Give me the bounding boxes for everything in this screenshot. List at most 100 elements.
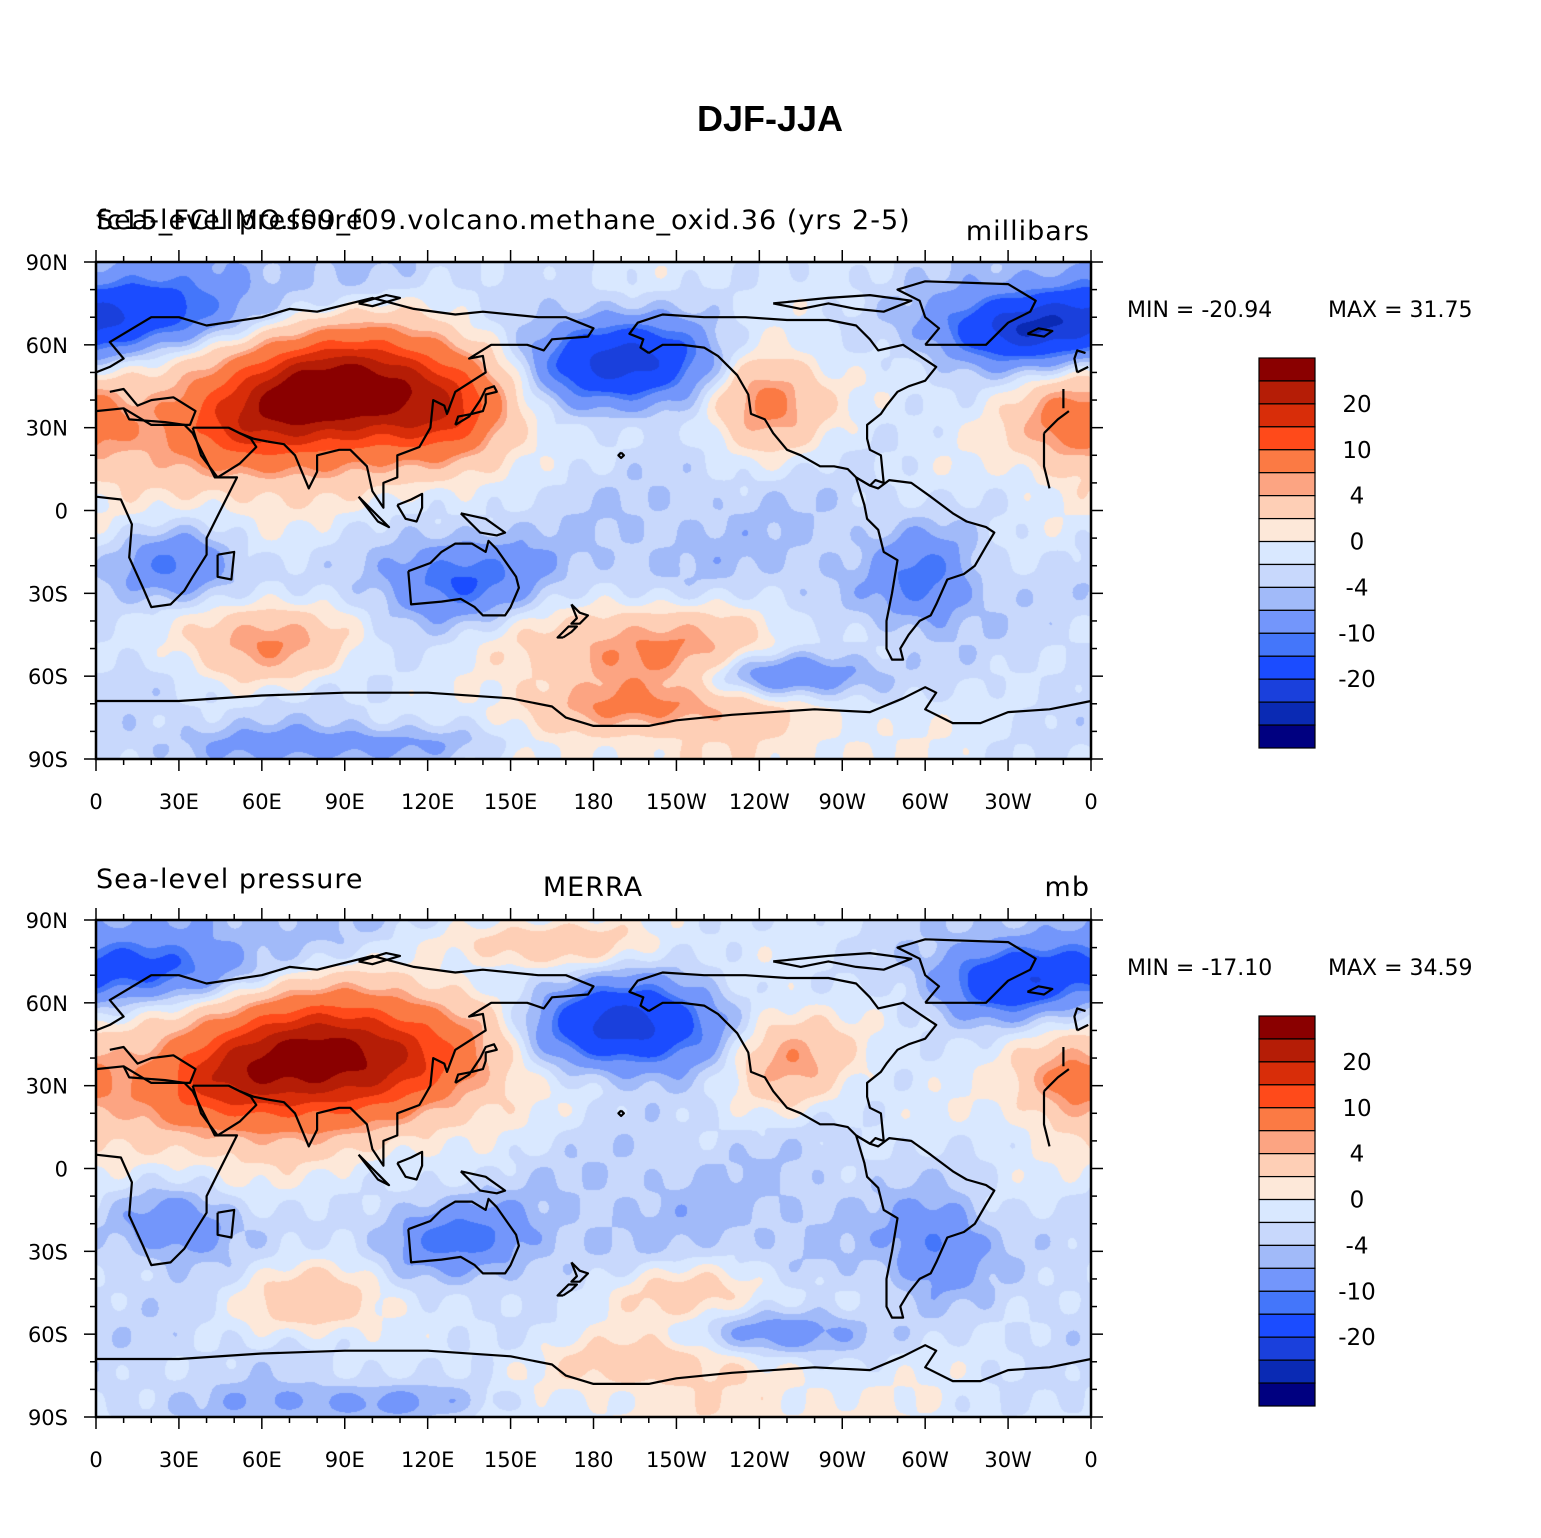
y-tick-label: 0 — [55, 1158, 68, 1182]
colorbar-box — [1258, 1244, 1316, 1269]
colorbar-label: -10 — [1338, 621, 1376, 647]
colorbar-box — [1258, 586, 1316, 611]
coastline-segment — [855, 476, 996, 661]
panel-model-title: fc15_FCLIMO.f09_f09.volcano.methane_oxid… — [96, 205, 911, 236]
panel-model-coastlines — [95, 280, 1092, 727]
panel-merra-map — [97, 921, 1090, 1416]
x-tick-label: 120E — [401, 790, 454, 814]
coastline-segment — [1073, 349, 1089, 374]
y-tick-label: 90S — [28, 1406, 68, 1430]
colorbar-box — [1258, 1175, 1316, 1201]
colorbar-box — [1258, 1107, 1316, 1132]
panel-merra-min-label: MIN = -17.10 — [1127, 956, 1272, 981]
coastline-segment — [358, 952, 402, 966]
colorbar-label: -4 — [1346, 575, 1369, 601]
coastline-segment — [407, 1197, 520, 1275]
coastline-segment — [855, 1134, 996, 1319]
colorbar-box — [1258, 517, 1316, 543]
coastline-segment — [772, 952, 913, 971]
colorbar-box — [1258, 678, 1316, 703]
x-tick-label: 60E — [242, 790, 282, 814]
colorbar-box — [1258, 1336, 1316, 1361]
colorbar-box — [1258, 563, 1316, 589]
panel-merra-x-ticks: 0 30E 60E 90E 120E 150E 180 150W 120W 90W 60W 30W 0 — [89, 908, 1098, 1472]
coastline-segment — [570, 1261, 590, 1283]
panel-merra-colorbar: 20 10 4 0 -4 -10 -20 — [1258, 1015, 1376, 1407]
coastline-segment — [216, 550, 236, 581]
panel-merra-units: mb — [1045, 872, 1090, 903]
x-tick-label: 90E — [325, 790, 365, 814]
panel-model-map — [97, 263, 1090, 758]
y-tick-label: 60S — [28, 665, 68, 689]
y-tick-label: 60S — [28, 1323, 68, 1347]
coastline-segment — [556, 1283, 578, 1297]
x-tick-label: 90W — [819, 790, 867, 814]
x-tick-label: 180 — [573, 1448, 613, 1472]
x-tick-label: 180 — [573, 790, 613, 814]
coastline-segment — [570, 603, 590, 625]
colorbar-label: -20 — [1338, 667, 1376, 693]
coastline-segment — [1073, 1007, 1089, 1032]
colorbar-box — [1258, 701, 1316, 726]
y-tick-label: 30S — [28, 582, 68, 606]
coastline-segment — [396, 1150, 424, 1181]
coastline-segment — [896, 280, 1037, 346]
colorbar-box — [1258, 1084, 1316, 1109]
coastline-segment — [95, 1065, 1070, 1267]
colorbar-box — [1258, 495, 1316, 520]
coastline-segment — [454, 1043, 498, 1084]
x-tick-label: 120E — [401, 1448, 454, 1472]
x-tick-label: 60E — [242, 1448, 282, 1472]
x-tick-label: 30E — [159, 790, 199, 814]
panel-model-max-label: MAX = 31.75 — [1328, 298, 1473, 323]
colorbar-label: -4 — [1346, 1233, 1369, 1259]
panel-merra-coastlines — [95, 938, 1092, 1385]
colorbar-label: 4 — [1350, 484, 1365, 510]
coastline-segment — [216, 1208, 236, 1239]
coastline-segment — [96, 686, 1092, 727]
colorbar-label: -10 — [1338, 1279, 1376, 1305]
x-tick-label: 0 — [1084, 790, 1097, 814]
colorbar-box — [1258, 1061, 1316, 1086]
x-tick-label: 90E — [325, 1448, 365, 1472]
colorbar-box — [1258, 1382, 1316, 1407]
figure-title: DJF-JJA — [697, 98, 843, 139]
colorbar-box — [1258, 357, 1316, 382]
panel-model-units: millibars — [966, 216, 1090, 247]
colorbar-box — [1258, 403, 1316, 428]
colorbar-label: 0 — [1350, 1188, 1365, 1214]
panel-merra-y-ticks: 90N 60N 30N 0 30S 60S 90S — [26, 909, 1103, 1430]
y-tick-label: 90N — [26, 909, 68, 933]
colorbar-box — [1258, 1221, 1316, 1247]
colorbar-label: 20 — [1342, 1050, 1371, 1076]
panel-model-min-label: MIN = -20.94 — [1127, 298, 1272, 323]
coastline-segment — [460, 1170, 507, 1195]
colorbar-box — [1258, 1267, 1316, 1292]
colorbar-box — [1258, 655, 1316, 680]
y-tick-label: 0 — [55, 500, 68, 524]
coastline-segment — [628, 971, 938, 1145]
coastline-segment — [228, 1084, 268, 1101]
coastline-segment — [357, 495, 391, 529]
x-tick-label: 60W — [901, 790, 949, 814]
x-tick-label: 30E — [159, 1448, 199, 1472]
colorbar-label: 10 — [1342, 1096, 1371, 1122]
colorbar-box — [1258, 472, 1316, 497]
coastline-segment — [617, 1109, 625, 1118]
colorbar-label: 20 — [1342, 392, 1371, 418]
coastline-segment — [95, 407, 1070, 609]
coastline-segment — [556, 625, 578, 639]
coastline-segment — [1026, 985, 1054, 996]
colorbar-box — [1258, 1130, 1316, 1155]
coastline-segment — [407, 539, 520, 617]
coastline-segment — [896, 938, 1037, 1004]
colorbar-box — [1258, 1359, 1316, 1384]
x-tick-label: 150E — [484, 1448, 537, 1472]
colorbar-box — [1258, 1198, 1316, 1224]
colorbar-box — [1258, 540, 1316, 566]
x-tick-label: 150W — [646, 1448, 707, 1472]
x-tick-label: 60W — [901, 1448, 949, 1472]
colorbar-box — [1258, 1290, 1316, 1315]
panel-merra-left-label: Sea-level pressure — [96, 864, 363, 895]
coastline-segment — [357, 1153, 391, 1187]
